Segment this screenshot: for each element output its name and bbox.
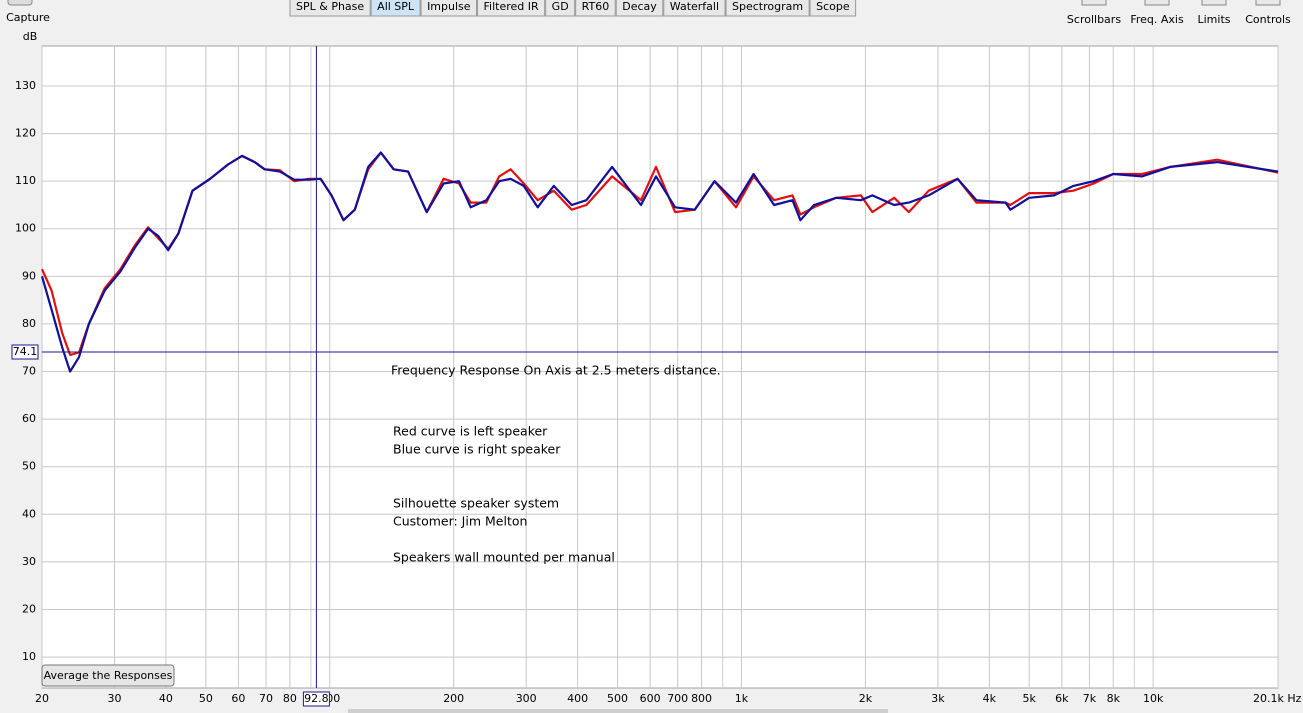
response-curve bbox=[40, 151, 1279, 373]
toolbar-icon[interactable] bbox=[1144, 0, 1170, 6]
x-tick-label: 800 bbox=[691, 692, 712, 705]
x-tick-label: 500 bbox=[607, 692, 628, 705]
plot-area bbox=[41, 45, 1279, 689]
tab[interactable]: RT60 bbox=[575, 0, 616, 17]
tab-box[interactable] bbox=[370, 0, 421, 17]
tab-box[interactable] bbox=[289, 0, 371, 17]
tab-box[interactable] bbox=[725, 0, 810, 17]
x-tick-label: 60 bbox=[231, 692, 245, 705]
tab[interactable]: Decay bbox=[615, 0, 664, 17]
y-tick-label: 90 bbox=[22, 269, 36, 282]
x-tick-label: 10k bbox=[1143, 692, 1164, 705]
tab-label[interactable]: Spectrogram bbox=[732, 0, 803, 13]
toolbar-label[interactable]: Limits bbox=[1198, 13, 1231, 26]
capture-label[interactable]: Capture bbox=[6, 11, 50, 24]
x-tick-label: 300 bbox=[516, 692, 537, 705]
tab-label[interactable]: Impulse bbox=[427, 0, 471, 13]
capture-icon[interactable] bbox=[7, 0, 33, 6]
y-tick-label: 130 bbox=[15, 79, 36, 92]
cursor-x-label: 92.8 bbox=[304, 692, 329, 705]
tab[interactable]: Spectrogram bbox=[725, 0, 810, 17]
toolbar-label[interactable]: Controls bbox=[1245, 13, 1291, 26]
x-tick-label: 700 bbox=[667, 692, 688, 705]
tab-box[interactable] bbox=[477, 0, 546, 17]
tab-label[interactable]: Filtered IR bbox=[484, 0, 539, 13]
y-axis-label: dB bbox=[23, 30, 38, 43]
y-tick-label: 70 bbox=[22, 365, 36, 378]
tab-label[interactable]: Waterfall bbox=[670, 0, 719, 13]
x-tick-label: 70 bbox=[259, 692, 273, 705]
tab[interactable]: Filtered IR bbox=[477, 0, 546, 17]
tab-label[interactable]: SPL & Phase bbox=[296, 0, 364, 13]
x-tick-label: 5k bbox=[1023, 692, 1037, 705]
tab-box[interactable] bbox=[615, 0, 664, 17]
toolbar-icon[interactable] bbox=[1081, 0, 1107, 6]
tab-box[interactable] bbox=[545, 0, 576, 17]
x-tick-label: 80 bbox=[283, 692, 297, 705]
annotation: Speakers wall mounted per manual bbox=[393, 550, 615, 565]
toolbar-label[interactable]: Freq. Axis bbox=[1130, 13, 1184, 26]
y-tick-label: 20 bbox=[22, 602, 36, 615]
x-tick-label: 200 bbox=[443, 692, 464, 705]
cursor-y-box bbox=[11, 344, 39, 360]
tab[interactable]: GD bbox=[545, 0, 576, 17]
tab-box[interactable] bbox=[420, 0, 478, 17]
tab[interactable]: SPL & Phase bbox=[289, 0, 371, 17]
x-tick-label: 30 bbox=[107, 692, 121, 705]
y-tick-label: 40 bbox=[22, 507, 36, 520]
x-tick-label: 20.1k Hz bbox=[1253, 692, 1302, 705]
tab-label[interactable]: RT60 bbox=[582, 0, 610, 13]
y-tick-label: 60 bbox=[22, 412, 36, 425]
x-tick-label: 20 bbox=[35, 692, 49, 705]
cursor-y-label: 74.1 bbox=[13, 345, 38, 358]
x-tick-label: 50 bbox=[199, 692, 213, 705]
y-tick-label: 110 bbox=[15, 174, 36, 187]
annotation: Red curve is left speaker bbox=[393, 424, 548, 439]
tab[interactable]: Waterfall bbox=[663, 0, 726, 17]
annotation: Frequency Response On Axis at 2.5 meters… bbox=[391, 363, 721, 378]
x-tick-label: 2k bbox=[859, 692, 873, 705]
tab-label[interactable]: All SPL bbox=[377, 0, 415, 13]
annotation: Blue curve is right speaker bbox=[393, 442, 561, 457]
annotation: Customer: Jim Melton bbox=[393, 514, 527, 529]
x-tick-label: 400 bbox=[567, 692, 588, 705]
x-tick-label: 7k bbox=[1083, 692, 1097, 705]
y-tick-label: 120 bbox=[15, 127, 36, 140]
scrollbar[interactable] bbox=[348, 709, 888, 713]
tab-label[interactable]: GD bbox=[552, 0, 569, 13]
tab-label[interactable]: Scope bbox=[816, 0, 850, 13]
tab[interactable]: Impulse bbox=[420, 0, 478, 17]
annotation: Silhouette speaker system bbox=[393, 496, 559, 511]
x-tick-label: 6k bbox=[1055, 692, 1069, 705]
toolbar-label[interactable]: Scrollbars bbox=[1067, 13, 1121, 26]
average-button-box[interactable] bbox=[41, 664, 175, 687]
x-tick-label: 40 bbox=[159, 692, 173, 705]
tab-box[interactable] bbox=[575, 0, 616, 17]
y-tick-label: 10 bbox=[22, 650, 36, 663]
average-button[interactable]: Average the Responses bbox=[44, 669, 173, 682]
tab-box[interactable] bbox=[809, 0, 857, 17]
x-tick-label: 4k bbox=[983, 692, 997, 705]
x-tick-label: 8k bbox=[1107, 692, 1121, 705]
tab[interactable]: Scope bbox=[809, 0, 857, 17]
tab-box[interactable] bbox=[663, 0, 726, 17]
cursor-x-box bbox=[302, 691, 330, 707]
y-tick-label: 100 bbox=[15, 222, 36, 235]
x-tick-label: 600 bbox=[640, 692, 661, 705]
x-tick-label: 1k bbox=[735, 692, 749, 705]
y-tick-label: 80 bbox=[22, 317, 36, 330]
y-tick-label: 30 bbox=[22, 555, 36, 568]
x-tick-label: 3k bbox=[931, 692, 945, 705]
tab-label[interactable]: Decay bbox=[622, 0, 657, 13]
tab[interactable]: All SPL bbox=[370, 0, 421, 17]
y-tick-label: 50 bbox=[22, 460, 36, 473]
toolbar-icon[interactable] bbox=[1255, 0, 1281, 6]
toolbar-icon[interactable] bbox=[1201, 0, 1227, 6]
